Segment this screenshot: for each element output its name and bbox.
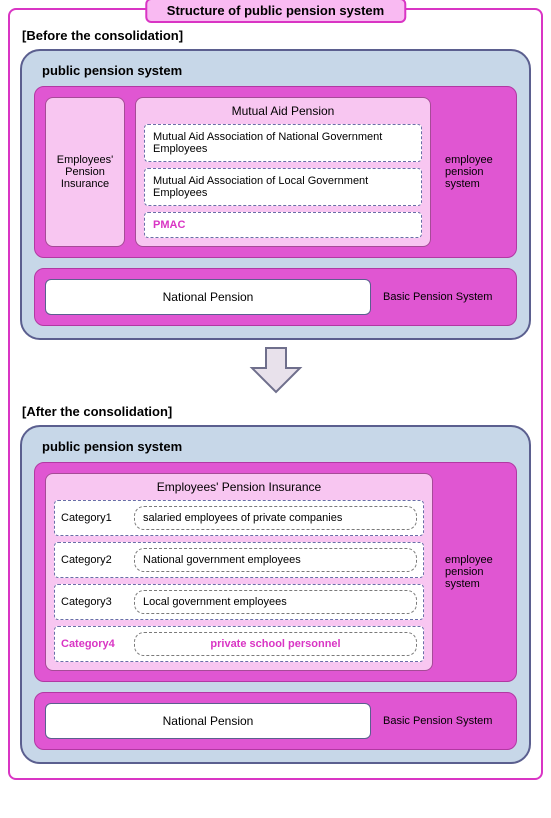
category2-label: Category2 (61, 554, 126, 566)
category1-desc: salaried employees of private companies (134, 506, 417, 530)
after-section-label: [After the consolidation] (22, 404, 531, 419)
after-side-label: employee pension system (441, 473, 506, 671)
arrow-down-icon (246, 346, 306, 396)
mutual-item-local: Mutual Aid Association of Local Governme… (144, 168, 422, 206)
before-basic-pension-box: National Pension Basic Pension System (34, 268, 517, 326)
outer-frame: Structure of public pension system [Befo… (8, 8, 543, 780)
category3-row: Category3 Local government employees (54, 584, 424, 620)
mutual-aid-container: Mutual Aid Pension Mutual Aid Associatio… (135, 97, 431, 247)
arrow-down (20, 346, 531, 396)
after-employee-pension-box: Employees' Pension Insurance Category1 s… (34, 462, 517, 682)
before-national-pension: National Pension (45, 279, 371, 315)
after-national-pension: National Pension (45, 703, 371, 739)
before-side-label: employee pension system (441, 97, 506, 247)
after-basic-pension-box: National Pension Basic Pension System (34, 692, 517, 750)
category3-desc: Local government employees (134, 590, 417, 614)
category2-row: Category2 National government employees (54, 542, 424, 578)
pmac-label: PMAC (153, 219, 185, 231)
mutual-aid-title: Mutual Aid Pension (144, 104, 422, 118)
category2-desc: National government employees (134, 548, 417, 572)
after-basic-label: Basic Pension System (381, 703, 506, 739)
epi-container: Employees' Pension Insurance Category1 s… (45, 473, 433, 671)
before-panel-title: public pension system (42, 63, 517, 78)
category3-label: Category3 (61, 596, 126, 608)
category1-label: Category1 (61, 512, 126, 524)
epi-box-label: Employees' Pension Insurance (52, 154, 118, 190)
after-panel-title: public pension system (42, 439, 517, 454)
before-panel: public pension system Employees' Pension… (20, 49, 531, 340)
category4-desc: private school personnel (134, 632, 417, 656)
category4-row: Category4 private school personnel (54, 626, 424, 662)
mutual-item-national: Mutual Aid Association of National Gover… (144, 124, 422, 162)
after-panel: public pension system Employees' Pension… (20, 425, 531, 764)
mutual-item-pmac: PMAC (144, 212, 422, 238)
epi-title: Employees' Pension Insurance (54, 480, 424, 494)
category1-row: Category1 salaried employees of private … (54, 500, 424, 536)
main-title: Structure of public pension system (145, 0, 406, 23)
epi-box: Employees' Pension Insurance (45, 97, 125, 247)
before-section-label: [Before the consolidation] (22, 28, 531, 43)
category4-label: Category4 (61, 638, 126, 650)
before-basic-label: Basic Pension System (381, 279, 506, 315)
before-employee-pension-box: Employees' Pension Insurance Mutual Aid … (34, 86, 517, 258)
